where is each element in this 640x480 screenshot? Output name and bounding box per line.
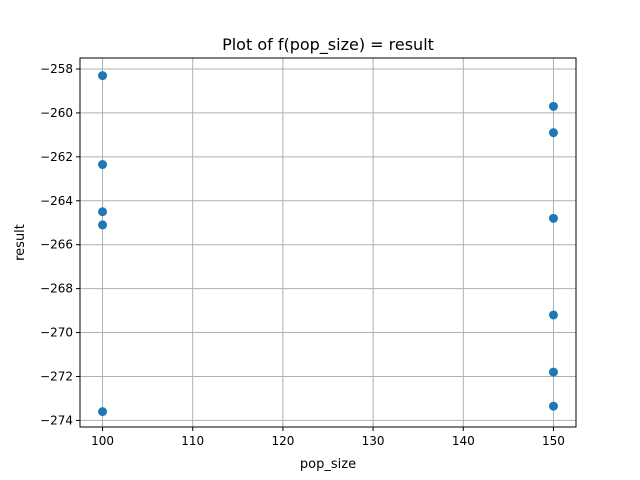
data-point (548, 401, 558, 411)
y-tick-label: −270 (40, 326, 73, 340)
data-point (548, 367, 558, 377)
y-tick-label: −268 (40, 282, 73, 296)
y-tick-label: −266 (40, 238, 73, 252)
x-axis-label: pop_size (300, 457, 356, 472)
data-point (548, 101, 558, 111)
data-point (98, 71, 108, 81)
y-tick-label: −262 (40, 150, 73, 164)
y-tick-label: −260 (40, 106, 73, 120)
grid-lines (80, 58, 576, 427)
y-axis-label: result (13, 224, 28, 261)
x-tick-label: 150 (542, 434, 565, 448)
y-tick-label: −258 (40, 62, 73, 76)
y-tick-label: −272 (40, 369, 73, 383)
x-tick-label: 110 (181, 434, 204, 448)
data-point (98, 407, 108, 417)
data-point (548, 310, 558, 320)
plot-frame (79, 57, 577, 428)
data-point (98, 220, 108, 230)
x-tick-label: 100 (91, 434, 114, 448)
x-tick-label: 120 (271, 434, 294, 448)
data-point (98, 207, 108, 217)
chart-title: Plot of f(pop_size) = result (222, 35, 434, 55)
data-point (548, 128, 558, 138)
y-tick-label: −264 (40, 194, 73, 208)
y-tick-label: −274 (40, 413, 73, 427)
data-point (548, 213, 558, 223)
data-point (98, 160, 108, 170)
data-points (98, 71, 558, 417)
x-tick-label: 130 (362, 434, 385, 448)
x-tick-label: 140 (452, 434, 475, 448)
axis-ticks: 100 110 120 130 140 150 −258 −260 −262 −264 −266 −2… (40, 62, 565, 448)
